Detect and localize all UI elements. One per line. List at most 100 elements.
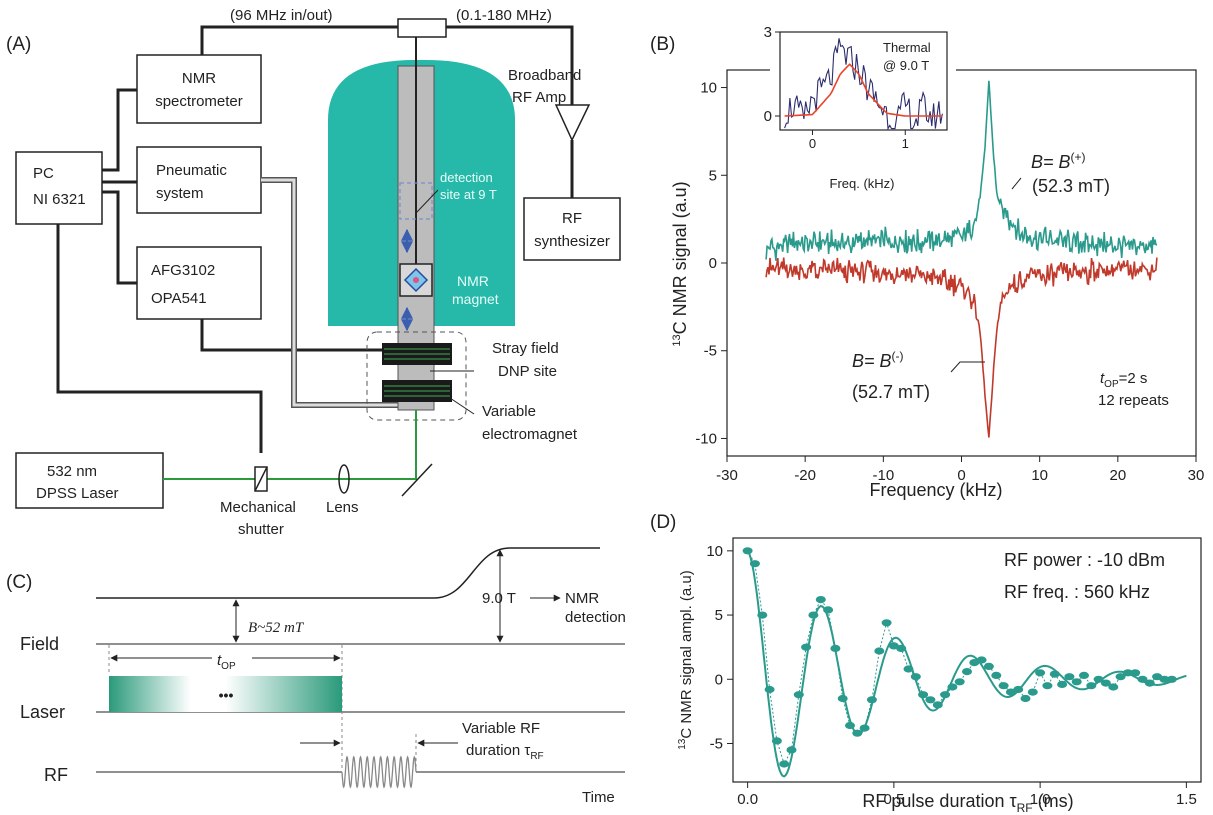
electromagnet-pointer: [449, 397, 475, 415]
b-xtick-label: 20: [1109, 467, 1126, 484]
rf-synthesizer-box: [523, 197, 621, 261]
wire-spectrometer-top: [200, 25, 398, 55]
label-96mhz: (96 MHz in/out): [230, 7, 333, 24]
plus-pointer: [1011, 177, 1022, 190]
plot-b-xaxis: -30 -20 -10 0 10 20 30: [716, 456, 1204, 484]
laser-dots: •••: [219, 687, 234, 703]
series-d-fit: [746, 550, 1187, 778]
data-point: [1035, 669, 1046, 677]
inset-ytick-label: 0: [764, 108, 772, 125]
data-point: [1137, 675, 1148, 683]
data-point: [830, 644, 841, 653]
data-point: [991, 671, 1002, 680]
b-xtick-label: 0: [957, 467, 965, 484]
synth-line1: RF: [562, 210, 582, 227]
stray-label-2: DNP site: [498, 363, 557, 380]
data-point: [1049, 670, 1060, 678]
top-label: tOP=2 s: [1100, 370, 1147, 390]
panel-b-label: (B): [650, 34, 675, 55]
data-point: [1100, 679, 1111, 687]
data-point: [1079, 671, 1089, 680]
nmr-detection-1: NMR: [565, 590, 599, 607]
data-point: [925, 696, 936, 704]
data-point: [742, 547, 753, 555]
data-point: [881, 619, 892, 627]
d-xtick-label: 0.0: [737, 791, 758, 808]
var-rf-1: Variable RF: [462, 720, 540, 737]
pneumatic-line2: system: [156, 185, 204, 202]
time-label: Time: [582, 789, 615, 806]
nmr-spectrometer-box: [136, 54, 262, 124]
panel-d: (D) 0.0 0.5 1.0 1.5 10 5 0 -5 RF power : -10 d…: [650, 512, 1202, 815]
inset-series-fit: [784, 63, 943, 117]
row-laser: Laser: [20, 702, 65, 722]
laser-box: [15, 452, 164, 509]
pc-box: [15, 151, 103, 225]
rf-splitter-box: [397, 18, 447, 38]
series-d-points: [742, 547, 1177, 768]
top-duration: tOP: [217, 652, 236, 672]
pc-line1: PC: [33, 165, 54, 182]
b-xtick-label: 30: [1188, 467, 1205, 484]
plot-b-ylabel: 13C NMR signal (a.u): [670, 181, 690, 346]
data-point: [771, 737, 782, 745]
data-point: [954, 678, 965, 686]
magnet-label-1: NMR: [457, 273, 489, 289]
b-ytick-label: 10: [700, 80, 717, 97]
laser-pulse: [109, 676, 342, 712]
d-xtick-label: 1.0: [1030, 791, 1051, 808]
data-point: [749, 560, 760, 568]
inset-xlabel: Freq. (kHz): [830, 176, 895, 191]
data-point: [1166, 675, 1177, 683]
afg-line2: OPA541: [151, 290, 207, 307]
nmr-spectrometer-line2: spectrometer: [155, 93, 243, 110]
data-point: [896, 644, 907, 653]
inset-xtick-label: 0: [809, 136, 816, 151]
stray-label-1: Stray field: [492, 340, 559, 357]
data-point: [918, 691, 929, 699]
data-point: [1086, 682, 1097, 690]
inset-series-data: [784, 38, 943, 131]
data-point: [757, 611, 768, 619]
plus-field: (52.3 mT): [1032, 176, 1110, 196]
wire-amp-top: [446, 25, 574, 105]
nmr-spectrometer-line1: NMR: [182, 70, 216, 87]
data-point: [845, 721, 855, 730]
b-xtick-label: -30: [716, 467, 738, 484]
b-xtick-label: -20: [794, 467, 816, 484]
data-point: [1042, 682, 1053, 690]
shutter-label-2: shutter: [238, 521, 284, 538]
data-point: [764, 685, 775, 694]
b-ytick-label: 5: [709, 167, 717, 184]
data-point: [1130, 669, 1141, 677]
b-field-label: B~52 mT: [248, 620, 305, 636]
panel-a: (A) (96 MHz in/out) (0.1-180 MHz) NMR sp…: [6, 7, 621, 538]
field-profile: [96, 547, 600, 599]
b-xtick-label: 10: [1031, 467, 1048, 484]
var-rf-2: duration τRF: [466, 742, 544, 762]
pneumatic-line1: Pneumatic: [156, 162, 227, 179]
laser-beam: [163, 410, 417, 480]
data-point: [801, 643, 812, 651]
plot-b-yaxis: 10 5 0 -5 -10: [695, 80, 727, 447]
data-point: [1115, 673, 1126, 681]
wire-pc-laser: [56, 224, 263, 453]
panel-d-label: (D): [650, 512, 676, 533]
coil-windings: [384, 348, 450, 397]
row-field: Field: [20, 634, 59, 654]
wire-pc-afg: [102, 190, 137, 285]
data-point: [859, 724, 870, 732]
data-point: [793, 691, 804, 699]
repeats-label: 12 repeats: [1098, 392, 1169, 409]
nine-t-label: 9.0 T: [482, 590, 516, 607]
electromagnet-label-1: Variable: [482, 403, 536, 420]
laser-line1: 532 nm: [47, 463, 97, 480]
data-point: [998, 682, 1009, 690]
panel-a-label: (A): [6, 34, 31, 55]
magnet-label-2: magnet: [452, 291, 499, 307]
b-ytick-label: 0: [709, 255, 717, 272]
pneumatic-box: [136, 146, 262, 214]
synth-line2: synthesizer: [534, 233, 610, 250]
series-d-connector: [747, 550, 1172, 766]
